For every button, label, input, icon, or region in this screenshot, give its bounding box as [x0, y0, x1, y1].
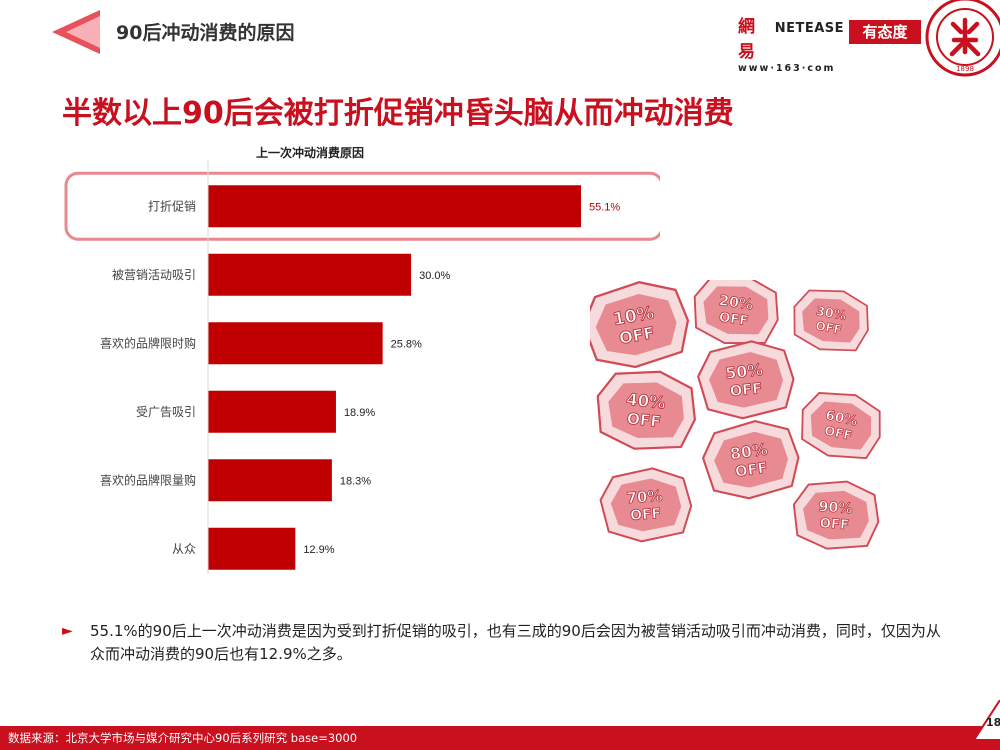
category-label: 喜欢的品牌限时购 — [100, 335, 196, 350]
bar — [208, 253, 412, 296]
netease-en-text: NETEASE — [774, 21, 844, 36]
netease-cn-text: 網易 — [738, 17, 755, 62]
value-label: 30.0% — [419, 270, 450, 282]
netease-url-text: www·163·com — [738, 63, 836, 74]
page-number: 18 — [986, 716, 1000, 729]
discount-percent: 60% — [824, 407, 859, 429]
category-label: 受广告吸引 — [136, 405, 196, 419]
bar — [208, 459, 332, 502]
discount-off: OFF — [718, 310, 749, 329]
value-label: 18.9% — [344, 407, 375, 419]
discount-tag: 20%OFF — [693, 280, 779, 345]
discount-percent: 50% — [724, 360, 764, 383]
peking-university-seal-icon: 1898 — [925, 0, 1000, 77]
discount-tag: 10%OFF — [590, 281, 690, 369]
bar — [208, 185, 581, 228]
discount-percent: 70% — [626, 487, 663, 507]
value-label: 55.1% — [589, 201, 620, 213]
discount-off: OFF — [823, 423, 853, 443]
discount-off: OFF — [626, 410, 662, 431]
data-source: 数据来源：北京大学市场与媒介研究中心90后系列研究 base=3000 — [8, 731, 358, 745]
value-label: 12.9% — [303, 544, 334, 556]
youtaidu-logo: 有态度 — [849, 20, 921, 44]
discount-off: OFF — [618, 323, 656, 348]
discount-tag: 40%OFF — [596, 370, 696, 450]
discount-tag: 50%OFF — [697, 340, 795, 420]
category-label: 被营销活动吸引 — [112, 268, 196, 282]
bar — [208, 390, 336, 433]
category-label: 打折促销 — [148, 198, 196, 213]
discount-off: OFF — [734, 459, 769, 480]
category-label: 喜欢的品牌限量购 — [100, 472, 196, 487]
bar-chart: 打折促销 55.1% 被营销活动吸引 30.0% 喜欢的品牌限时购 25.8% 受广告吸引 1… — [64, 160, 660, 574]
slide-headline: 半数以上90后会被打折促销冲昏头脑从而冲动消费 — [62, 96, 734, 131]
summary-text: 55.1%的90后上一次冲动消费是因为受到打折促销的吸引，也有三成的90后会因为… — [90, 622, 941, 663]
page-number-badge-icon — [974, 700, 1000, 740]
discount-tag: 90%OFF — [792, 480, 880, 550]
discount-tag: 70%OFF — [599, 467, 693, 543]
discount-percent: 20% — [718, 293, 754, 314]
chart-title: 上一次冲动消费原因 — [255, 146, 364, 160]
seal-year: 1898 — [956, 65, 974, 73]
discount-tag: 60%OFF — [801, 392, 881, 460]
header-triangle-icon — [52, 10, 100, 54]
bar — [208, 322, 383, 365]
discount-percent: 90% — [818, 499, 853, 517]
value-label: 18.3% — [340, 475, 371, 487]
discount-off: OFF — [814, 319, 842, 337]
triangle-right-icon: ► — [62, 623, 73, 639]
discount-off: OFF — [630, 506, 662, 524]
bar — [208, 527, 296, 570]
discount-percent: 40% — [625, 390, 667, 413]
netease-logo: 網易 NETEASE www·163·com — [738, 12, 844, 74]
discount-percent: 30% — [815, 304, 848, 324]
category-label: 从众 — [172, 542, 196, 556]
footer-bar: 数据来源：北京大学市场与媒介研究中心90后系列研究 base=3000 — [0, 726, 1000, 750]
slide-header-title: 90后冲动消费的原因 — [116, 22, 295, 44]
discount-off: OFF — [819, 516, 849, 533]
discount-off: OFF — [729, 380, 763, 400]
value-label: 25.8% — [391, 338, 422, 350]
discount-tag: 80%OFF — [701, 420, 800, 500]
highlight-box — [64, 171, 660, 241]
discount-tag: 30%OFF — [793, 289, 869, 352]
